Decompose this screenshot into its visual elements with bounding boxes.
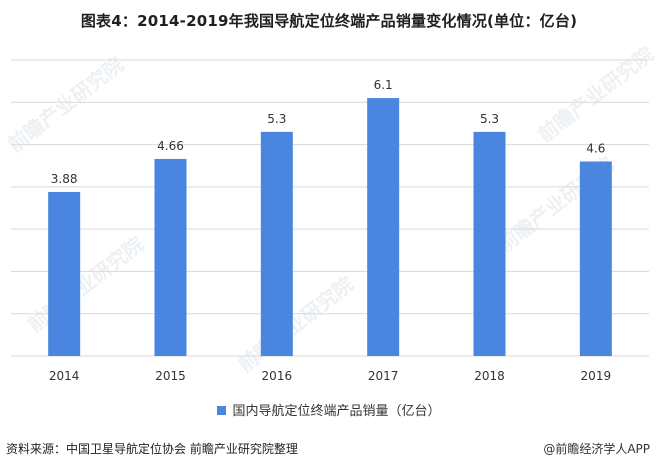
x-axis-ticks: 2014 2015 2016 2017 2018 2019	[49, 369, 611, 383]
x-tick-label: 2014	[49, 369, 80, 383]
brand-credit: @前瞻经济学人APP	[543, 442, 650, 456]
x-tick-label: 2015	[155, 369, 186, 383]
x-tick-label: 2019	[581, 369, 612, 383]
watermark-text: 前瞻产业研究院	[233, 272, 358, 377]
x-tick-label: 2016	[262, 369, 293, 383]
x-tick-label: 2018	[474, 369, 505, 383]
source-note: 资料来源：中国卫星导航定位协会 前瞻产业研究院整理	[6, 442, 298, 456]
bar-2015	[154, 158, 187, 356]
bar-2018	[473, 131, 506, 356]
watermark-text: 前瞻产业研究院	[23, 232, 148, 337]
data-labels: 3.88 4.66 5.3 6.1 5.3 4.6	[51, 78, 606, 186]
bar-2019	[579, 161, 612, 356]
watermark-text: 前瞻产业研究院	[3, 52, 128, 157]
data-label: 5.3	[480, 112, 499, 126]
gridlines	[11, 59, 649, 357]
bar-2014	[48, 191, 81, 356]
bar-2017	[367, 98, 400, 357]
watermark-text: 前瞻产业研究院	[533, 42, 658, 147]
chart-title: 图表4：2014-2019年我国导航定位终端产品销量变化情况(单位：亿台)	[80, 12, 578, 30]
bars	[48, 98, 612, 357]
data-label: 6.1	[374, 78, 393, 92]
data-label: 3.88	[51, 172, 78, 186]
legend-swatch	[217, 406, 227, 415]
bar-2016	[260, 131, 293, 356]
x-tick-label: 2017	[368, 369, 399, 383]
data-label: 4.66	[157, 139, 184, 153]
legend-label: 国内导航定位终端产品销量（亿台）	[232, 404, 441, 419]
data-label: 4.6	[586, 141, 605, 155]
data-label: 5.3	[267, 112, 286, 126]
legend: 国内导航定位终端产品销量（亿台）	[0, 400, 658, 419]
